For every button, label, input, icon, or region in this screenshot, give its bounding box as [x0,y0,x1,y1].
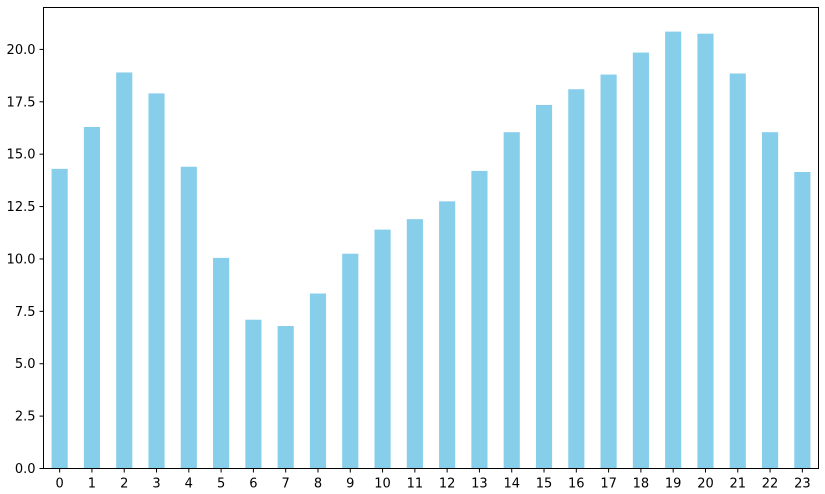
bar-19 [665,31,682,469]
bar-11 [406,219,423,469]
x-tick-label: 16 [568,477,585,492]
x-tick-label: 12 [439,477,456,492]
bar-3 [148,93,165,469]
bar-15 [535,104,553,469]
y-tick-label: 20.0 [7,43,36,58]
x-tick-label: 8 [314,477,322,492]
x-tick-label: 19 [665,477,682,492]
y-tick-label: 17.5 [7,95,36,110]
x-tick-label: 9 [346,477,354,492]
x-tick-label: 3 [152,477,160,492]
x-tick-label: 6 [249,477,257,492]
bars-group [51,31,811,469]
bar-22 [761,132,779,469]
x-tick-label: 22 [762,477,779,492]
bar-21 [729,73,746,469]
bar-0 [51,168,68,469]
bar-12 [439,201,456,469]
x-tick-label: 14 [503,477,520,492]
x-tick-label: 1 [88,477,96,492]
x-tick-label: 17 [600,477,617,492]
y-tick-label: 2.5 [15,410,36,425]
bar-6 [245,319,262,469]
y-tick-label: 12.5 [7,200,36,215]
bar-18 [632,52,649,469]
x-tick-label: 18 [633,477,650,492]
plot-frame [43,7,819,469]
bar-23 [794,171,811,469]
x-tick-label: 2 [120,477,128,492]
x-tick-label: 0 [56,477,64,492]
bar-20 [697,33,714,469]
bar-8 [309,293,327,469]
y-axis: 0.0 2.5 5.0 7.5 10.0 12.5 15.0 17.5 20.0 [7,43,44,477]
y-tick-label: 7.5 [15,305,36,320]
bar-14 [503,132,520,469]
x-tick-label: 5 [217,477,225,492]
y-tick-label: 5.0 [15,357,36,372]
bar-4 [180,166,197,469]
x-tick-label: 4 [185,477,193,492]
bar-9 [342,253,359,469]
x-tick-label: 13 [471,477,488,492]
bar-10 [374,229,391,469]
x-tick-label: 20 [697,477,714,492]
x-tick-label: 10 [374,477,391,492]
x-tick-label: 7 [282,477,290,492]
bar-5 [213,257,230,469]
y-tick-label: 0.0 [15,462,36,477]
x-tick-label: 15 [536,477,553,492]
x-tick-label: 11 [407,477,424,492]
y-tick-label: 10.0 [7,252,36,267]
bar-7 [277,326,294,469]
bar-16 [568,89,585,469]
x-axis: 0 1 2 3 4 5 6 7 8 9 10 11 12 13 14 15 16 17 18 19 20 21 22 23 [56,468,811,492]
bar-13 [471,170,488,469]
x-tick-label: 23 [794,477,811,492]
bar-17 [600,74,617,469]
x-tick-label: 21 [729,477,746,492]
bar-2 [116,72,133,469]
y-tick-label: 15.0 [7,148,36,163]
bar-1 [83,126,101,469]
